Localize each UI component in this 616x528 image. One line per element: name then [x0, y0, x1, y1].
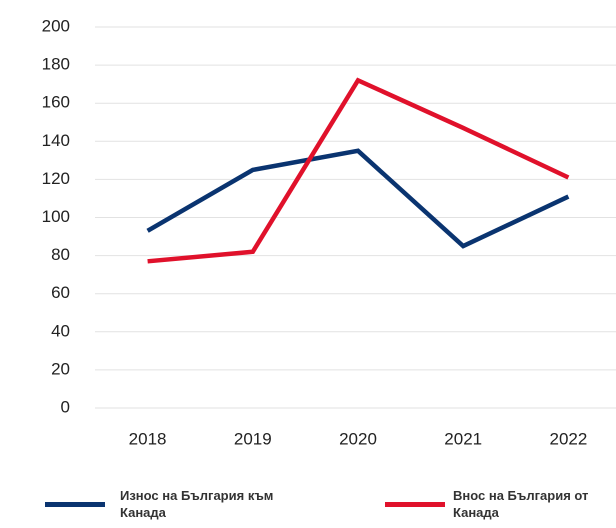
y-tick-label: 0: [61, 397, 70, 416]
legend-label: Внос на България от Канада: [453, 488, 589, 520]
y-tick-label: 180: [42, 55, 70, 74]
y-tick-label: 120: [42, 169, 70, 188]
legend-swatch: [385, 502, 445, 507]
x-tick-label: 2019: [234, 429, 272, 448]
y-tick-label: 200: [42, 16, 70, 35]
legend-label: Износ на България към Канада: [120, 488, 274, 520]
y-tick-label: 20: [51, 359, 70, 378]
legend-item: Внос на България от Канада: [385, 487, 616, 521]
y-tick-label: 140: [42, 131, 70, 150]
y-tick-label: 160: [42, 93, 70, 112]
series-line: [146, 148, 570, 249]
series-line: [147, 77, 570, 264]
legend-swatch: [45, 502, 105, 507]
x-tick-label: 2020: [339, 429, 377, 448]
y-tick-label: 80: [51, 245, 70, 264]
y-tick-label: 40: [51, 321, 70, 340]
y-tick-label: 60: [51, 283, 70, 302]
legend-item: Износ на България към Канада: [45, 487, 295, 521]
x-tick-label: 2018: [129, 429, 167, 448]
chart: 0 20 40 60 80 100 120 140 160 180 200 2018 2019 2020 2…: [42, 16, 616, 448]
x-tick-label: 2022: [549, 429, 587, 448]
x-tick-label: 2021: [444, 429, 482, 448]
y-tick-label: 100: [42, 207, 70, 226]
